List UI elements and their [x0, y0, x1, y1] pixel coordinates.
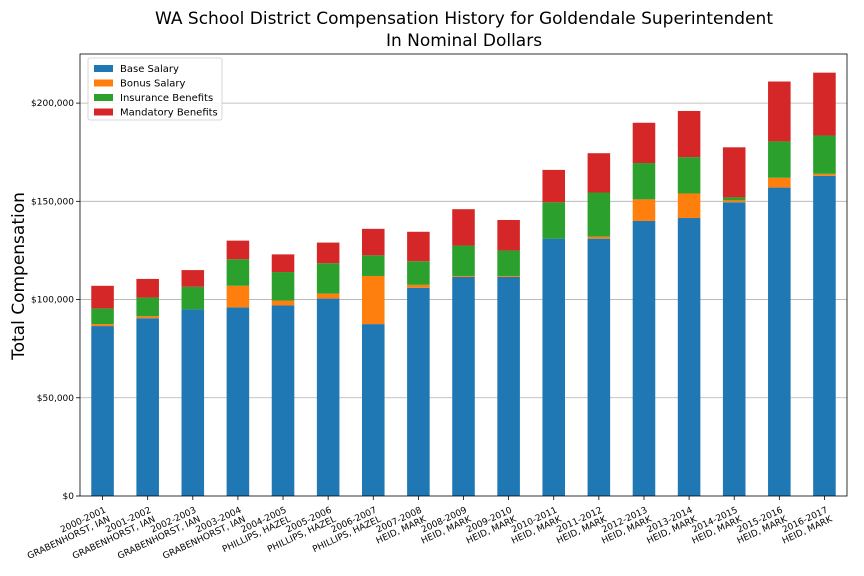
bar-segment-bonus-salary: [813, 173, 836, 176]
bar-segment-mandatory-benefits: [91, 285, 114, 309]
bar-segment-insurance-benefits: [542, 202, 566, 239]
bar-segment-base-salary: [722, 202, 746, 496]
bar-segment-base-salary: [542, 238, 566, 496]
bar-segment-mandatory-benefits: [181, 270, 205, 287]
bar-segment-insurance-benefits: [316, 263, 340, 294]
bar-segment-mandatory-benefits: [407, 231, 430, 262]
bar-segment-bonus-salary: [768, 177, 791, 188]
bar-segment-insurance-benefits: [181, 286, 205, 310]
chart-subtitle: In Nominal Dollars: [386, 31, 542, 51]
bar-segment-bonus-salary: [497, 275, 520, 277]
bar-segment-insurance-benefits: [407, 261, 430, 285]
bar-segment-mandatory-benefits: [271, 254, 295, 273]
bar-segment-bonus-salary: [271, 300, 295, 306]
legend-label: Mandatory Benefits: [120, 108, 218, 119]
chart-title: WA School District Compensation History …: [155, 9, 773, 29]
bar-segment-mandatory-benefits: [587, 153, 611, 193]
y-tick-label: $0: [63, 492, 75, 502]
y-tick-label: $100,000: [31, 296, 74, 306]
bar-segment-base-salary: [136, 318, 159, 496]
bar-segment-base-salary: [677, 218, 701, 496]
bar-segment-insurance-benefits: [768, 141, 791, 178]
bar-segment-base-salary: [91, 326, 114, 496]
legend-box: [87, 57, 223, 121]
legend-label: Insurance Benefits: [120, 93, 213, 104]
bar-segment-bonus-salary: [407, 284, 430, 288]
bar-segment-insurance-benefits: [136, 297, 159, 317]
bar-segment-base-salary: [407, 287, 430, 496]
legend: Base Salary Bonus Salary Insurance Benefit…: [87, 57, 223, 121]
bar-segment-bonus-salary: [677, 193, 701, 219]
bar-segment-base-salary: [632, 220, 656, 496]
bar-segment-base-salary: [226, 307, 250, 496]
bar-segment-insurance-benefits: [677, 157, 701, 194]
bar-segment-bonus-salary: [91, 324, 114, 327]
legend-swatch: [94, 79, 113, 87]
y-tick-label: $200,000: [31, 99, 74, 109]
bar-segment-bonus-salary: [722, 200, 746, 203]
bar-segment-mandatory-benefits: [722, 147, 746, 198]
x-tick-label: 2000-2001GRABENHORST, IAN: [22, 506, 112, 562]
bar-segment-mandatory-benefits: [497, 219, 520, 251]
bar-segment-bonus-salary: [136, 316, 159, 319]
bar-segment-mandatory-benefits: [316, 242, 340, 264]
bar-segment-insurance-benefits: [587, 192, 611, 237]
y-tick-label: $50,000: [37, 394, 74, 404]
bar-segment-mandatory-benefits: [136, 278, 159, 298]
bar-segment-mandatory-benefits: [768, 81, 791, 142]
bar-segment-bonus-salary: [452, 275, 475, 277]
bar-segment-mandatory-benefits: [632, 122, 656, 164]
bar-segment-base-salary: [497, 276, 520, 496]
bar-segment-bonus-salary: [587, 236, 611, 239]
bar-segment-mandatory-benefits: [542, 169, 566, 203]
bar-segment-base-salary: [768, 187, 791, 497]
bar-segment-insurance-benefits: [722, 197, 746, 201]
bar-segment-base-salary: [181, 309, 205, 496]
bar-segment-mandatory-benefits: [226, 240, 250, 260]
bar-segment-insurance-benefits: [226, 259, 250, 286]
x-tick-label: 2016-2017HEID, MARK: [777, 505, 835, 546]
bar-segment-insurance-benefits: [452, 245, 475, 276]
legend-swatch: [94, 108, 113, 116]
legend-swatch: [94, 65, 113, 72]
bar-segment-bonus-salary: [632, 199, 656, 221]
bar-segment-base-salary: [452, 276, 475, 496]
bar-segment-insurance-benefits: [361, 255, 385, 276]
bar-segment-mandatory-benefits: [813, 72, 836, 136]
legend-label: Base Salary: [120, 64, 179, 75]
bar-segment-insurance-benefits: [497, 250, 520, 276]
y-tick-label: $150,000: [31, 197, 74, 207]
bar-segment-base-salary: [361, 324, 385, 496]
bars: [91, 72, 836, 497]
legend-label: Bonus Salary: [120, 79, 186, 90]
bar-segment-bonus-salary: [361, 275, 385, 325]
bar-segment-bonus-salary: [226, 285, 250, 308]
y-axis: $0 $50,000 $100,000 $150,000 $200,000: [31, 99, 80, 502]
x-axis: 2000-2001GRABENHORST, IAN2001-2002GRABEN…: [22, 496, 835, 562]
y-axis-label: Total Compensation: [9, 192, 29, 361]
bar-segment-insurance-benefits: [271, 272, 295, 301]
bar-segment-insurance-benefits: [91, 308, 114, 325]
bar-segment-bonus-salary: [316, 293, 340, 299]
bar-segment-mandatory-benefits: [452, 209, 475, 246]
bar-segment-mandatory-benefits: [361, 228, 385, 256]
bar-segment-base-salary: [587, 238, 611, 496]
legend-swatch: [94, 94, 113, 101]
bar-segment-base-salary: [316, 298, 340, 496]
bar-segment-mandatory-benefits: [677, 110, 701, 158]
bar-segment-insurance-benefits: [813, 135, 836, 174]
bar-segment-insurance-benefits: [632, 163, 656, 200]
bar-segment-base-salary: [813, 175, 836, 496]
bar-segment-base-salary: [271, 305, 295, 496]
